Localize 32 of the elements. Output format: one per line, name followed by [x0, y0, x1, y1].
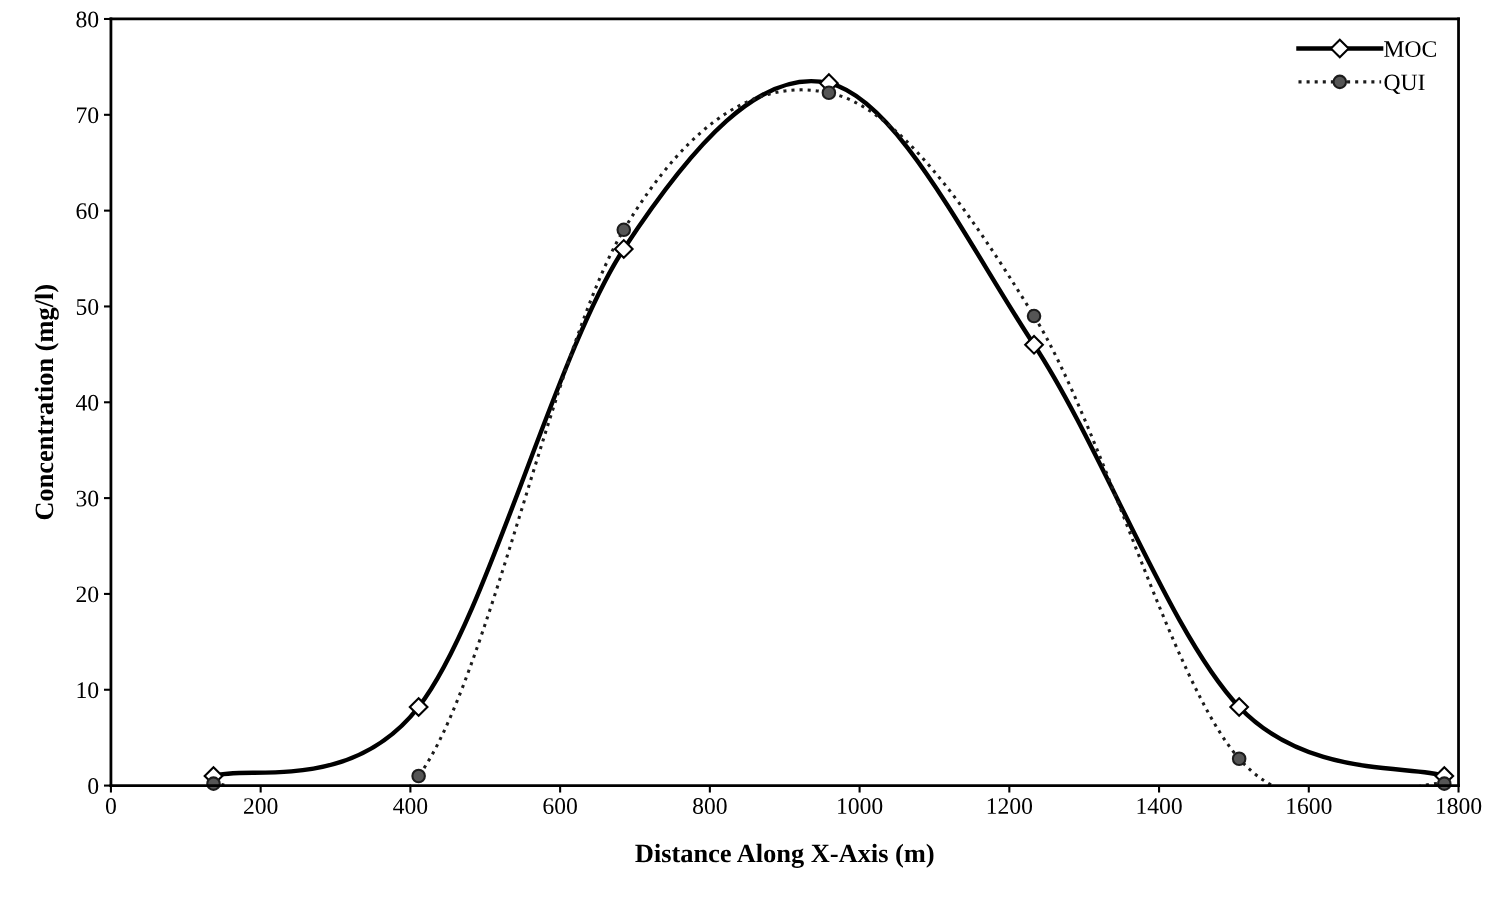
y-tick-label: 10: [77, 682, 99, 699]
x-tick-label: 1200: [987, 798, 1033, 814]
y-tick-label: 0: [88, 778, 99, 794]
point: [613, 239, 634, 259]
y-tick-label: 20: [76, 586, 99, 603]
x-tick-label: 1400: [1137, 798, 1182, 814]
legend-label: MOC: [1384, 41, 1436, 57]
x-axis-title: Distance Along X-Axis (m): [635, 843, 934, 868]
point: [1229, 697, 1250, 717]
point: [1026, 308, 1042, 324]
point: [1024, 334, 1044, 355]
point: [411, 768, 426, 784]
x-tick-label: 200: [243, 798, 278, 814]
y-tick-label: 60: [76, 203, 99, 220]
y-tick-label: 40: [75, 394, 99, 411]
point: [821, 85, 837, 101]
y-tick-label: 70: [77, 107, 99, 124]
point: [408, 697, 429, 717]
legend-label: QUI: [1384, 74, 1425, 94]
point: [616, 222, 632, 238]
y-tick-label: 30: [76, 490, 99, 507]
x-tick-label: 600: [543, 798, 577, 814]
x-tick-label: 1800: [1436, 798, 1482, 814]
x-tick-label: 0: [105, 798, 116, 814]
point: [1231, 751, 1247, 767]
x-tick-label: 1600: [1287, 798, 1332, 814]
x-tick-label: 400: [393, 798, 428, 814]
y-tick-label: 80: [76, 11, 99, 28]
x-tick-label: 800: [693, 798, 727, 814]
y-axis-title: Concentration (mg/l): [34, 285, 59, 520]
y-tick-label: 50: [76, 298, 99, 315]
x-tick-label: 1000: [838, 798, 883, 814]
